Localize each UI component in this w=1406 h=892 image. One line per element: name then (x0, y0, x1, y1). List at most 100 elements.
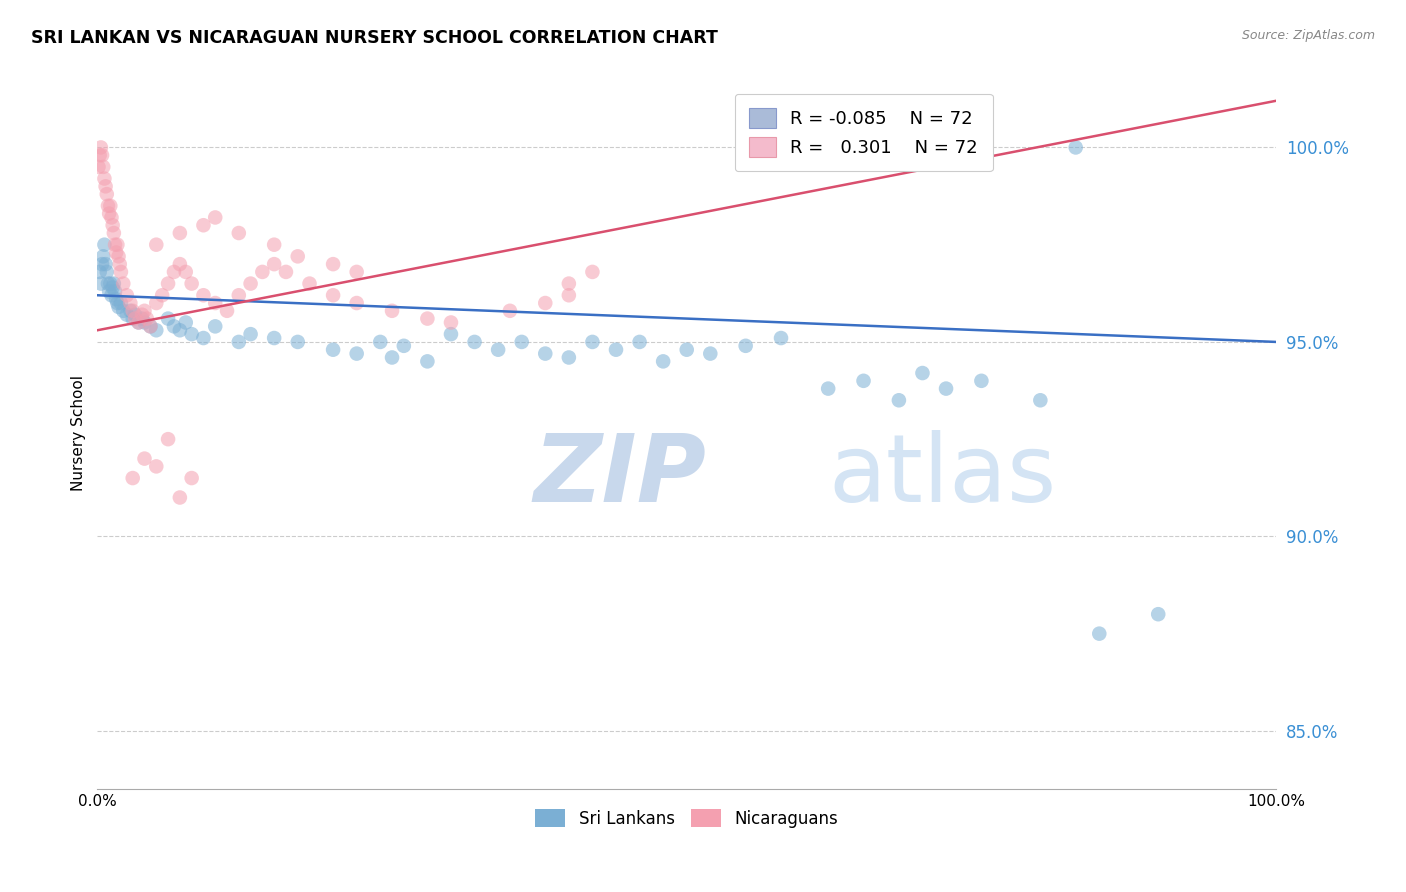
Point (193, 219, 215, 233)
Point (100, 211, 122, 225)
Text: atlas: atlas (828, 430, 1056, 522)
Point (169, 491, 191, 505)
Legend: Sri Lankans, Nicaraguans: Sri Lankans, Nicaraguans (529, 803, 845, 834)
Point (628, 334, 651, 349)
Point (163, 265, 186, 279)
Point (215, 303, 238, 318)
Point (91, 249, 114, 263)
Point (120, 303, 142, 318)
Point (346, 265, 368, 279)
Point (174, 316, 197, 330)
Point (124, 308, 146, 322)
Point (157, 277, 180, 291)
Point (180, 471, 202, 485)
Point (652, 354, 675, 368)
Point (228, 226, 250, 240)
Point (228, 334, 250, 349)
Point (464, 334, 486, 349)
Point (93, 237, 115, 252)
Point (150, 288, 173, 302)
Point (368, 334, 391, 349)
Point (104, 285, 127, 299)
Point (105, 292, 128, 306)
Point (416, 311, 439, 326)
Point (93, 171, 115, 186)
Point (115, 308, 138, 322)
Point (128, 316, 150, 330)
Point (103, 277, 125, 291)
Point (94, 257, 117, 271)
Point (558, 351, 581, 365)
Point (103, 226, 125, 240)
Point (392, 339, 415, 353)
Point (1088, 626, 1111, 640)
Text: ZIP: ZIP (533, 430, 706, 522)
Point (499, 303, 522, 318)
Point (169, 257, 191, 271)
Point (91, 257, 114, 271)
Point (581, 265, 603, 279)
Point (263, 237, 285, 252)
Point (287, 249, 309, 263)
Text: Source: ZipAtlas.com: Source: ZipAtlas.com (1241, 29, 1375, 42)
Point (263, 257, 285, 271)
Point (94, 179, 117, 194)
Point (346, 296, 368, 310)
Point (90, 277, 112, 291)
Point (98, 285, 121, 299)
Point (135, 311, 157, 326)
Point (558, 277, 581, 291)
Point (180, 277, 202, 291)
Point (169, 226, 191, 240)
Point (1147, 607, 1170, 622)
Point (440, 327, 463, 342)
Point (112, 303, 135, 318)
Point (322, 343, 344, 357)
Point (193, 288, 215, 302)
Point (252, 265, 274, 279)
Point (101, 280, 124, 294)
Point (204, 211, 226, 225)
Point (105, 245, 128, 260)
Point (101, 219, 124, 233)
Point (124, 311, 146, 326)
Point (107, 249, 129, 263)
Point (89, 148, 111, 162)
Point (91, 148, 114, 162)
Point (131, 311, 153, 326)
Point (346, 346, 368, 360)
Point (98, 206, 121, 220)
Point (145, 296, 167, 310)
Point (769, 331, 792, 345)
Point (105, 237, 128, 252)
Point (145, 237, 167, 252)
Point (98, 199, 121, 213)
Point (510, 334, 533, 349)
Point (96, 187, 118, 202)
Point (381, 351, 404, 365)
Point (169, 323, 191, 337)
Text: SRI LANKAN VS NICARAGUAN NURSERY SCHOOL CORRELATION CHART: SRI LANKAN VS NICARAGUAN NURSERY SCHOOL … (31, 29, 718, 46)
Point (263, 331, 285, 345)
Point (558, 288, 581, 302)
Point (120, 296, 142, 310)
Point (1029, 393, 1052, 408)
Point (112, 277, 135, 291)
Point (1064, 140, 1087, 154)
Point (98, 277, 121, 291)
Point (841, 140, 863, 154)
Point (581, 334, 603, 349)
Point (87, 160, 110, 174)
Point (91, 160, 114, 174)
Point (970, 374, 993, 388)
Point (852, 374, 875, 388)
Point (817, 382, 839, 396)
Point (204, 296, 226, 310)
Point (107, 300, 129, 314)
Point (121, 311, 143, 326)
Point (416, 354, 439, 368)
Point (104, 237, 127, 252)
Point (239, 277, 262, 291)
Point (157, 311, 180, 326)
Point (381, 303, 404, 318)
